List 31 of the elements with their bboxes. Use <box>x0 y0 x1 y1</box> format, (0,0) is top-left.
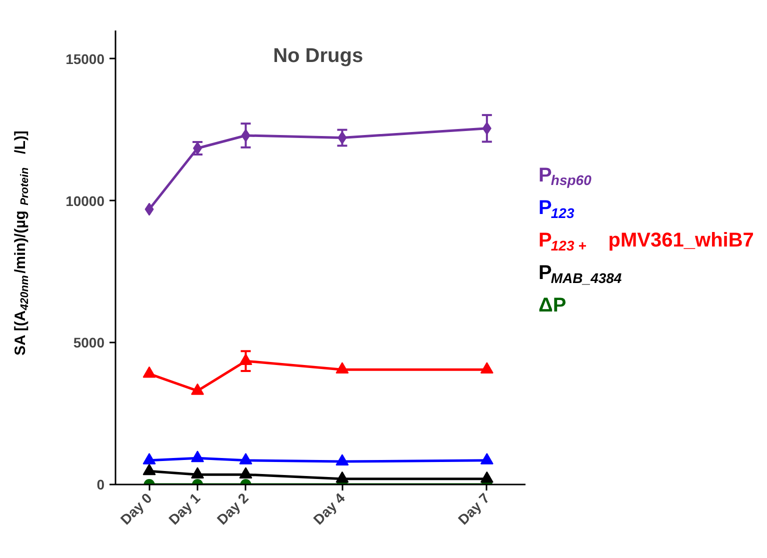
text: SA [(A420nm/min)/(µgProtein/L)] <box>12 130 31 356</box>
y-tick-label: 15000 <box>66 50 105 67</box>
text: No Drugs <box>273 44 364 67</box>
y-tick-label: 0 <box>96 476 105 492</box>
point <box>191 450 204 462</box>
point <box>142 366 156 378</box>
point <box>480 362 494 374</box>
point <box>336 362 349 374</box>
point <box>338 131 347 144</box>
point <box>239 467 252 479</box>
x-tick-label: Day 2 <box>214 490 252 528</box>
point <box>482 122 492 135</box>
x-tick-label: Day 1 <box>165 490 204 528</box>
point <box>144 202 154 216</box>
point <box>191 383 204 395</box>
x-tick-label: Day 4 <box>310 490 348 528</box>
y-tick-label: 10000 <box>66 192 105 209</box>
y-tick-label: 5000 <box>73 334 105 351</box>
point <box>142 464 156 476</box>
x-tick-label: Day 0 <box>117 490 156 528</box>
point <box>336 471 349 483</box>
x-tick-label: Day 7 <box>454 490 493 528</box>
point <box>480 452 494 464</box>
point <box>241 128 250 142</box>
point <box>191 467 204 479</box>
point <box>239 354 252 366</box>
point <box>480 471 494 483</box>
point <box>239 452 252 464</box>
point <box>336 454 349 466</box>
point <box>142 452 156 464</box>
text: ΔP <box>538 294 566 317</box>
